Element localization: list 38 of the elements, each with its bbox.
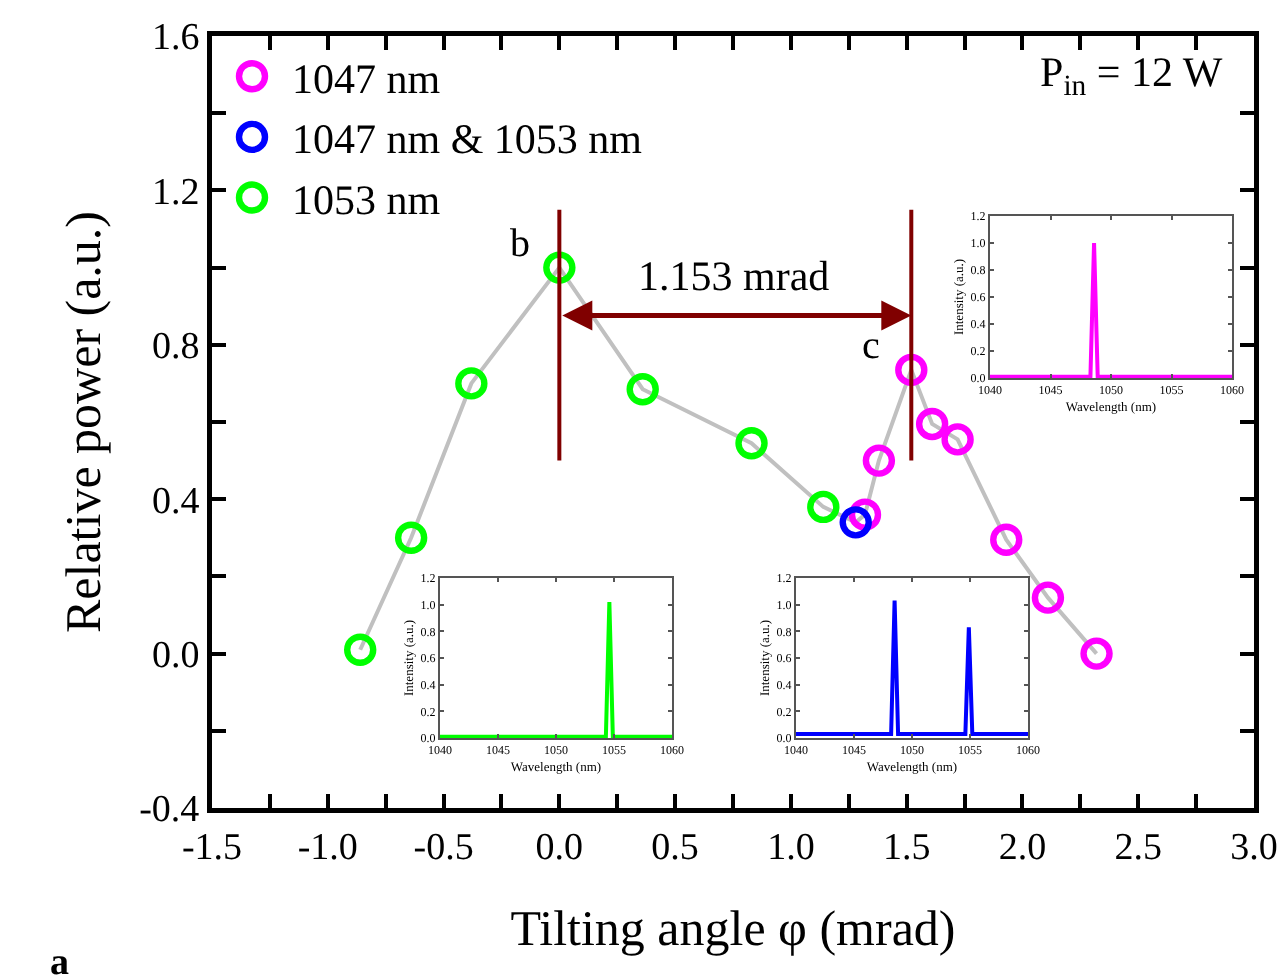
x-tick-label: 3.0 bbox=[1230, 826, 1278, 869]
point bbox=[344, 633, 377, 666]
point bbox=[735, 427, 768, 460]
y-tick-label: -0.4 bbox=[139, 789, 201, 832]
x-tick-label: 1.5 bbox=[882, 826, 931, 869]
x-tick-label: 2.0 bbox=[998, 826, 1047, 869]
x-tick-label: -1.5 bbox=[181, 826, 243, 869]
point bbox=[807, 490, 840, 524]
legend-label: 1053 nm bbox=[292, 175, 441, 224]
point bbox=[626, 373, 659, 406]
point bbox=[455, 367, 488, 400]
annotation: 1.153 mrad bbox=[638, 252, 831, 300]
point bbox=[990, 523, 1023, 556]
annotation: b bbox=[510, 222, 530, 266]
annotation: c bbox=[862, 324, 880, 368]
legend-label: 1047 nm bbox=[292, 54, 441, 103]
point bbox=[394, 521, 428, 554]
legend-label: 1047 nm & 1053 nm bbox=[292, 115, 643, 164]
y-tick-label: 1.2 bbox=[151, 171, 200, 214]
y-tick-label: 0.0 bbox=[151, 634, 200, 677]
x-tick-label: 0.5 bbox=[651, 826, 699, 869]
point bbox=[941, 423, 974, 456]
x-tick-label: 2.5 bbox=[1114, 826, 1162, 869]
point bbox=[862, 444, 896, 477]
y-tick-label: 1.6 bbox=[151, 17, 200, 60]
x-tick-label: -1.0 bbox=[297, 826, 358, 869]
x-tick-label: 0.0 bbox=[535, 826, 584, 869]
text: a bbox=[50, 942, 70, 976]
y-tick-label: 0.8 bbox=[151, 326, 200, 369]
x-tick-label: -0.5 bbox=[413, 826, 474, 869]
point bbox=[915, 407, 949, 441]
point bbox=[1080, 637, 1113, 670]
y-axis-title: Relative power (a.u.) bbox=[58, 210, 113, 634]
point bbox=[1031, 581, 1065, 614]
annotation: P$_{in}$ = 12 W bbox=[1040, 48, 1223, 103]
point bbox=[839, 506, 872, 539]
x-axis-title: Tilting angle φ (mrad) bbox=[510, 903, 956, 958]
y-tick-label: 0.4 bbox=[151, 480, 201, 523]
